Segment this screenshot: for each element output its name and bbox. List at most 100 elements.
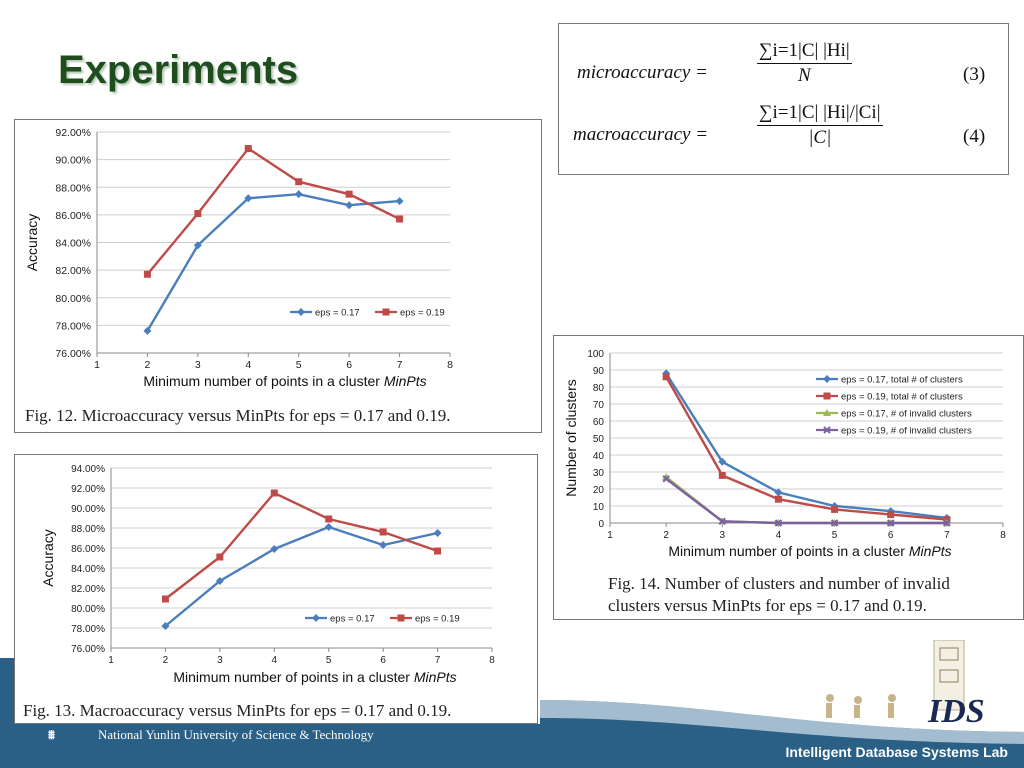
- tower-logo: [933, 640, 965, 711]
- x-tick-label: 8: [447, 359, 453, 371]
- x-axis-title: Minimum number of points in a cluster Mi…: [143, 373, 426, 389]
- fig14-caption-line1: Fig. 14. Number of clusters and number o…: [608, 574, 950, 593]
- x-tick-label: 4: [776, 530, 782, 541]
- y-tick-label: 94.00%: [71, 464, 105, 475]
- y-tick-label: 80.00%: [55, 293, 91, 305]
- macroaccuracy-denominator: |C|: [808, 127, 832, 148]
- y-tick-label: 20: [593, 485, 605, 496]
- x-tick-label: 3: [217, 655, 223, 666]
- y-tick-label: 78.00%: [55, 320, 91, 332]
- legend-label: eps = 0.19, # of invalid clusters: [841, 426, 972, 437]
- data-point: [887, 519, 895, 527]
- footer-highlight: [540, 700, 1024, 744]
- data-point: [294, 190, 303, 199]
- y-tick-label: 40: [593, 451, 605, 462]
- x-tick-label: 4: [272, 655, 278, 666]
- y-axis-title: Number of clusters: [563, 379, 579, 496]
- y-tick-label: 86.00%: [71, 544, 105, 555]
- data-point: [718, 471, 726, 479]
- x-axis-title: Minimum number of points in a cluster Mi…: [173, 669, 456, 685]
- legend-label: eps = 0.19: [400, 308, 445, 319]
- x-tick-label: 1: [94, 359, 100, 371]
- data-point: [943, 519, 951, 527]
- data-point: [774, 519, 783, 527]
- legend-swatch-marker: [823, 375, 831, 383]
- y-tick-label: 90.00%: [55, 155, 91, 167]
- data-point: [194, 209, 202, 217]
- data-point: [244, 145, 252, 153]
- data-point: [324, 523, 333, 531]
- y-tick-label: 100: [587, 349, 604, 360]
- data-point: [345, 201, 354, 210]
- legend-label: eps = 0.19, total # of clusters: [841, 392, 963, 403]
- series-line: [665, 372, 948, 520]
- x-tick-label: 8: [489, 655, 495, 666]
- legend-label: eps = 0.17, # of invalid clusters: [841, 409, 972, 420]
- data-point: [345, 190, 353, 198]
- x-axis-title-italic: MinPts: [414, 669, 457, 685]
- x-tick-label: 5: [296, 359, 302, 371]
- data-point: [379, 528, 387, 536]
- x-tick-label: 7: [397, 359, 403, 371]
- series-line: [665, 376, 947, 521]
- x-tick-label: 7: [944, 530, 950, 541]
- legend-swatch-marker: [823, 392, 831, 400]
- data-point: [433, 529, 442, 537]
- x-axis-title-italic: MinPts: [909, 543, 952, 559]
- legend-swatch-marker: [382, 308, 390, 316]
- equation-number-3: (3): [963, 64, 986, 85]
- y-tick-label: 80: [593, 383, 605, 394]
- footer-band: [0, 658, 1024, 768]
- microaccuracy-denominator: N: [798, 65, 811, 86]
- series-line: [164, 491, 438, 600]
- microaccuracy-fraction: ∑i=1|C| |Hi| N: [757, 40, 852, 87]
- y-tick-label: 80.00%: [71, 604, 105, 615]
- y-axis-title: Accuracy: [40, 529, 56, 587]
- x-axis-title: Minimum number of points in a cluster Mi…: [668, 543, 951, 559]
- x-tick-label: 8: [1000, 530, 1006, 541]
- fig14-chart: 0 10 20 30 40 50 60 70 80 90 100 1 2 3 4 5 6 7 8 Number of …: [563, 349, 1006, 559]
- data-point: [831, 505, 839, 513]
- data-point: [270, 489, 278, 497]
- y-axis-title: Accuracy: [24, 214, 40, 272]
- fig13-panel: 76.00% 78.00% 80.00% 82.00% 84.00% 86.00% 88.0…: [14, 454, 538, 724]
- series-line: [146, 192, 400, 332]
- data-point: [215, 577, 224, 585]
- data-point: [325, 515, 333, 523]
- data-point: [143, 326, 152, 335]
- x-tick-label: 6: [888, 530, 894, 541]
- series-line: [146, 146, 401, 276]
- y-tick-label: 50: [593, 434, 605, 445]
- x-tick-label: 5: [326, 655, 332, 666]
- y-tick-label: 10: [593, 502, 605, 513]
- y-tick-label: 86.00%: [55, 210, 91, 222]
- legend-swatch-marker: [297, 308, 305, 316]
- fig12-caption: Fig. 12. Microaccuracy versus MinPts for…: [25, 406, 451, 425]
- y-tick-label: 76.00%: [55, 348, 91, 360]
- legend-label: eps = 0.19: [415, 614, 460, 625]
- x-tick-label: 6: [346, 359, 352, 371]
- data-point: [718, 457, 727, 466]
- data-point: [161, 595, 169, 603]
- legend-swatch-marker: [823, 409, 831, 416]
- data-point: [295, 178, 303, 186]
- y-tick-label: 92.00%: [55, 127, 91, 139]
- data-point: [161, 622, 170, 630]
- y-tick-label: 60: [593, 417, 605, 428]
- data-point: [662, 473, 671, 481]
- x-tick-label: 5: [832, 530, 838, 541]
- fig12-chart: 76.00% 78.00% 80.00% 82.00% 84.00% 86.00% 88.0…: [24, 127, 453, 389]
- equation-number-4: (4): [963, 126, 986, 147]
- fig13-caption: Fig. 13. Macroaccuracy versus MinPts for…: [23, 701, 452, 720]
- data-point: [395, 197, 404, 206]
- y-tick-label: 90: [593, 366, 605, 377]
- data-point: [887, 511, 895, 518]
- microaccuracy-numerator: ∑i=1|C| |Hi|: [757, 40, 852, 64]
- fig13-chart: 76.00% 78.00% 80.00% 82.00% 84.00% 86.00% 88.0…: [40, 464, 495, 685]
- legend-swatch-marker: [312, 614, 320, 622]
- x-tick-label: 2: [145, 359, 151, 371]
- y-tick-label: 84.00%: [55, 238, 91, 250]
- x-tick-label: 2: [163, 655, 169, 666]
- x-tick-label: 3: [195, 359, 201, 371]
- macroaccuracy-fraction: ∑i=1|C| |Hi|/|Ci| |C|: [757, 102, 883, 149]
